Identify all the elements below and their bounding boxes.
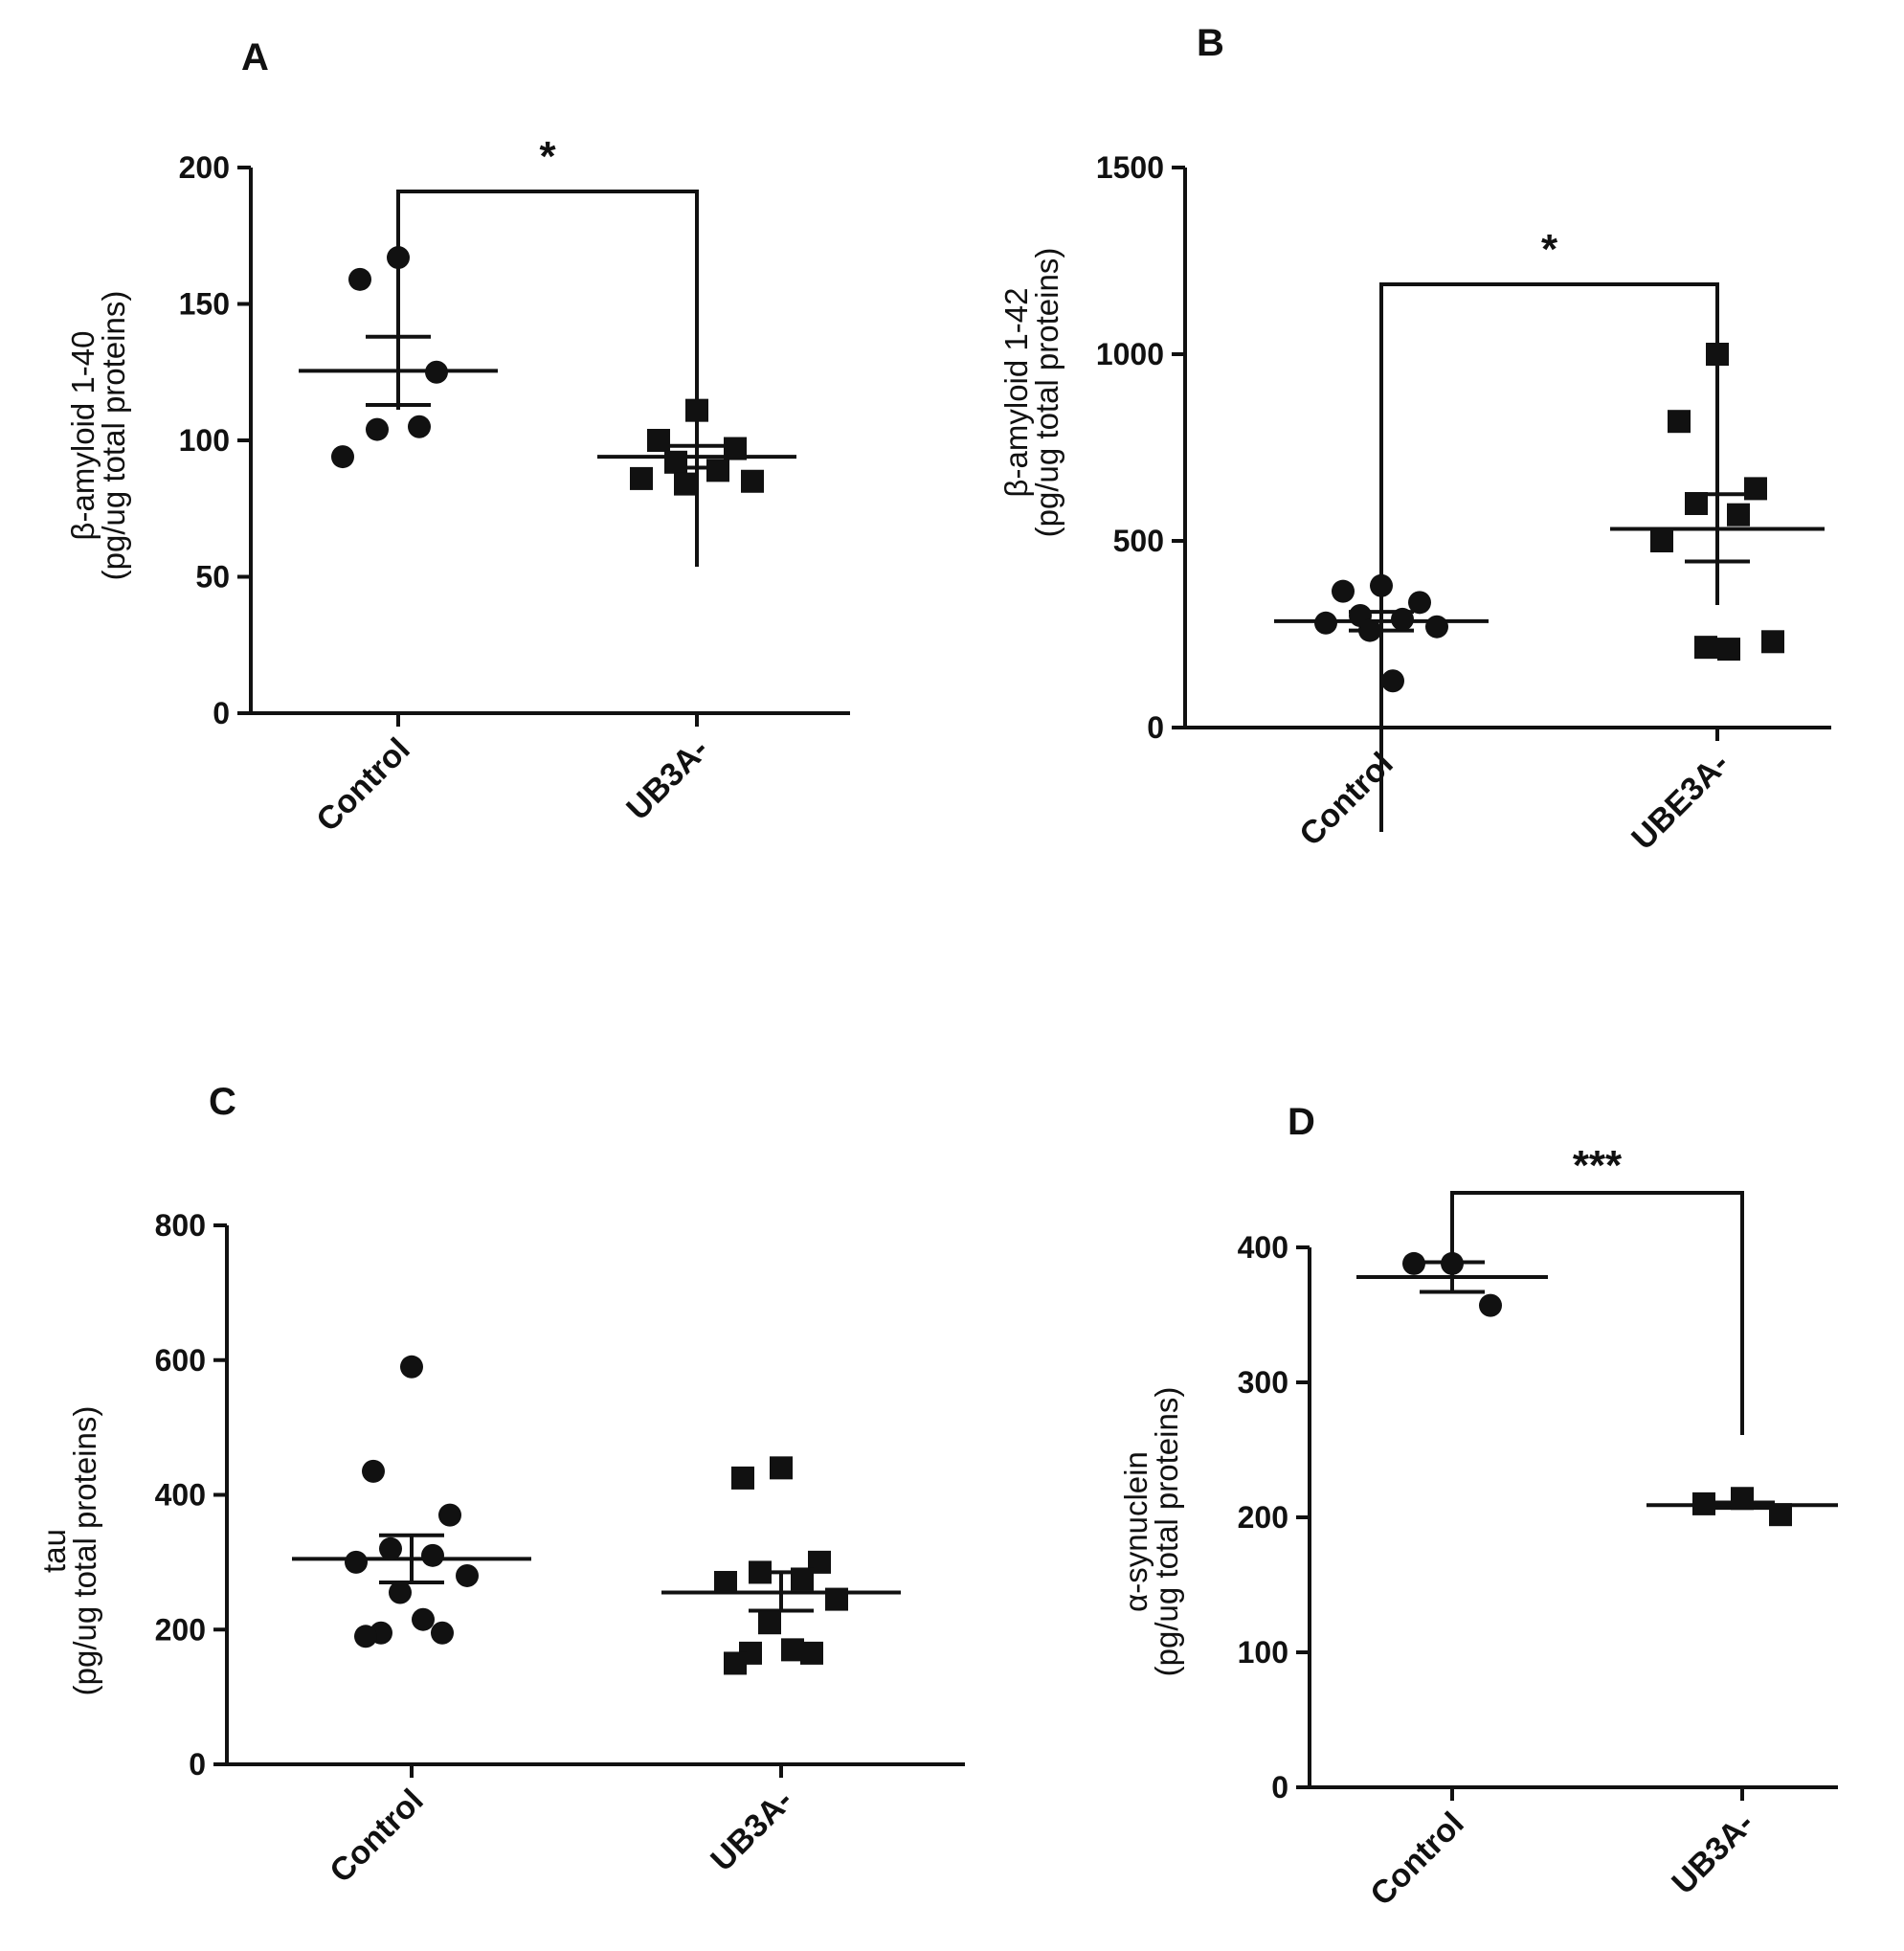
series-knockdown [1646,1487,1838,1527]
panel-letter: D [1288,1101,1315,1143]
series-knockdown [661,1456,901,1675]
y-tick-label: 0 [213,696,230,730]
y-tick-label: 50 [195,560,230,594]
series-control [1356,1251,1548,1317]
data-point [1479,1293,1502,1317]
y-axis-label-line1: α-synuclein [1118,1451,1154,1612]
data-point [431,1621,454,1645]
y-tick-label: 500 [1113,524,1164,558]
data-point [331,445,354,469]
series-control [292,1355,531,1648]
data-point [400,1355,423,1379]
significance-bracket [1450,1191,1744,1435]
data-point [800,1641,823,1665]
data-point [731,1466,754,1490]
data-point [1685,492,1708,515]
significance-bracket [1379,282,1719,832]
data-point [1381,669,1404,693]
data-point [438,1503,461,1527]
significance-label: *** [1573,1142,1623,1189]
data-point [647,429,670,452]
data-point [1314,611,1337,635]
y-tick-label: 0 [1271,1770,1288,1805]
y-tick-label: 200 [1238,1500,1288,1535]
data-point [1727,503,1750,527]
data-point [741,469,764,493]
y-tick-label: 600 [155,1343,206,1378]
data-point [421,1543,444,1567]
y-tick-label: 1500 [1096,150,1164,185]
data-point [412,1607,435,1631]
data-point [1332,579,1355,603]
data-point [366,417,389,441]
data-point [456,1563,479,1587]
y-tick-label: 0 [1147,710,1164,745]
series-knockdown [1610,343,1825,662]
data-point [714,1570,737,1594]
y-tick-label: 300 [1238,1365,1288,1400]
data-point [630,466,653,490]
data-point [348,267,371,291]
data-point [379,1536,402,1560]
y-tick-label: 800 [155,1208,206,1243]
data-point [389,1581,412,1604]
y-axis-label-line2: (pg/ug total proteins) [96,291,131,581]
data-point [1694,636,1717,660]
data-point [1408,591,1431,615]
y-tick-label: 400 [1238,1230,1288,1265]
data-point [1650,529,1673,552]
data-point [724,437,747,460]
y-tick-label: 200 [179,150,230,185]
data-point [664,450,687,474]
data-point [1358,618,1381,642]
data-point [825,1587,848,1611]
data-point [1717,638,1740,662]
significance-label: * [539,133,556,180]
data-point [1425,615,1448,639]
data-point [770,1456,793,1480]
y-axis-label-line2: (pg/ug total proteins) [1149,1387,1184,1677]
panel-letter: B [1197,22,1224,64]
y-tick-label: 200 [155,1612,206,1647]
data-point [1731,1487,1754,1511]
data-point [408,415,431,438]
data-point [758,1611,781,1635]
panel-letter: C [209,1081,236,1123]
significance-bracket [396,190,699,567]
data-point [425,360,448,384]
y-tick-label: 1000 [1096,337,1164,371]
data-point [1761,630,1784,654]
y-axis-label-line2: (pg/ug total proteins) [1029,248,1064,538]
data-point [724,1651,747,1675]
data-point [1402,1251,1425,1275]
data-point [1769,1503,1792,1527]
data-point [1441,1251,1464,1275]
data-point [674,472,697,496]
y-axis-label-line2: (pg/ug total proteins) [67,1406,102,1696]
y-axis-label-line1: tau [36,1529,72,1573]
y-tick-label: 100 [1238,1635,1288,1670]
panel-letter: A [241,36,269,78]
y-tick-label: 100 [179,423,230,458]
data-point [791,1567,814,1591]
y-tick-label: 150 [179,287,230,322]
data-point [354,1625,377,1648]
data-point [1692,1491,1715,1515]
data-point [749,1560,772,1584]
data-point [362,1459,385,1483]
y-axis-label-line1: β-amyloid 1-40 [65,331,101,541]
y-tick-label: 400 [155,1478,206,1513]
y-tick-label: 0 [189,1747,206,1782]
data-point [1744,477,1767,501]
data-point [1668,410,1691,434]
data-point [706,459,729,482]
significance-label: * [1541,226,1558,273]
data-point [345,1550,368,1574]
data-point [1391,607,1414,631]
y-axis-label-line1: β-amyloid 1-42 [998,288,1034,498]
